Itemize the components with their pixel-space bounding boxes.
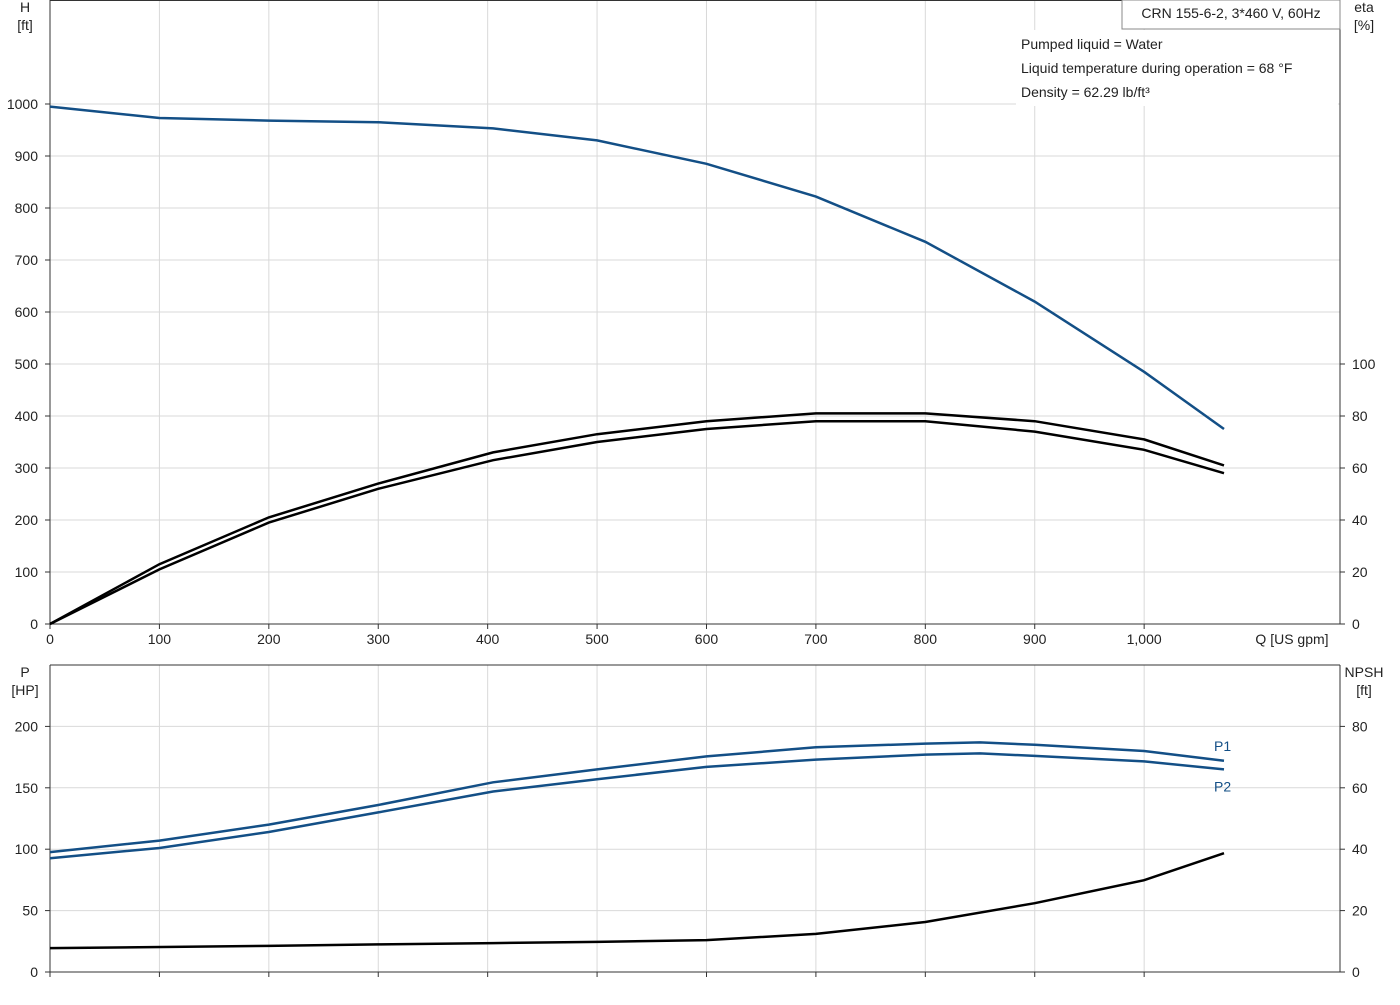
x-tick-label: 200 <box>257 631 281 647</box>
y-tick-label: 200 <box>15 512 39 528</box>
x-tick-label: 100 <box>148 631 172 647</box>
y-axis-label: P <box>20 664 29 680</box>
curve <box>49 752 1225 860</box>
x-tick-label: 300 <box>367 631 391 647</box>
y-axis-label: H <box>20 0 30 15</box>
x-tick-label: 700 <box>804 631 828 647</box>
y-tick-label: 0 <box>30 964 38 980</box>
y-axis-label: [ft] <box>17 17 33 33</box>
y-tick-label: 150 <box>15 780 39 796</box>
x-tick-label: 500 <box>585 631 609 647</box>
y-tick-label: 600 <box>15 304 39 320</box>
annotation: Density = 62.29 lb/ft³ <box>1021 84 1150 100</box>
title-box <box>1121 0 1341 30</box>
x-tick-label: 800 <box>914 631 938 647</box>
y-tick-label: 300 <box>15 460 39 476</box>
x-tick-label: 1,000 <box>1127 631 1162 647</box>
y2-tick-label: 80 <box>1352 408 1368 424</box>
annotation: Pumped liquid = Water <box>1021 36 1163 52</box>
y2-tick-label: 100 <box>1352 356 1376 372</box>
y-axis-label: [HP] <box>11 682 38 698</box>
y-tick-label: 500 <box>15 356 39 372</box>
curve <box>49 105 1225 431</box>
y2-tick-label: 60 <box>1352 780 1368 796</box>
y2-axis-label: NPSH <box>1345 664 1384 680</box>
annotation: Liquid temperature during operation = 68… <box>1021 60 1292 76</box>
curve <box>49 741 1225 854</box>
y2-tick-label: 40 <box>1352 512 1368 528</box>
y2-tick-label: 0 <box>1352 616 1360 632</box>
y-tick-label: 0 <box>30 616 38 632</box>
curve <box>49 412 1225 626</box>
curve-label: P2 <box>1214 778 1231 794</box>
x-axis-label: Q [US gpm] <box>1255 631 1328 647</box>
x-tick-label: 0 <box>46 631 54 647</box>
curve <box>49 852 1225 950</box>
y-tick-label: 50 <box>22 903 38 919</box>
y-tick-label: 100 <box>15 841 39 857</box>
y2-tick-label: 80 <box>1352 718 1368 734</box>
y-tick-label: 900 <box>15 148 39 164</box>
y2-axis-label: [%] <box>1354 17 1374 33</box>
y2-tick-label: 60 <box>1352 460 1368 476</box>
y2-tick-label: 20 <box>1352 903 1368 919</box>
y2-tick-label: 40 <box>1352 841 1368 857</box>
x-tick-label: 400 <box>476 631 500 647</box>
y-tick-label: 400 <box>15 408 39 424</box>
annotation-box <box>1016 30 1338 106</box>
y-tick-label: 100 <box>15 564 39 580</box>
x-tick-label: 900 <box>1023 631 1047 647</box>
y-tick-label: 800 <box>15 200 39 216</box>
chart-title: CRN 155-6-2, 3*460 V, 60Hz <box>1141 5 1320 21</box>
y2-tick-label: 20 <box>1352 564 1368 580</box>
y-tick-label: 1000 <box>7 96 38 112</box>
y-tick-label: 200 <box>15 718 39 734</box>
curve <box>49 419 1225 626</box>
y2-axis-label: [ft] <box>1356 682 1372 698</box>
y2-axis-label: eta <box>1354 0 1374 15</box>
curve-label: P1 <box>1214 738 1231 754</box>
x-tick-label: 600 <box>695 631 719 647</box>
y-tick-label: 700 <box>15 252 39 268</box>
y2-tick-label: 0 <box>1352 964 1360 980</box>
